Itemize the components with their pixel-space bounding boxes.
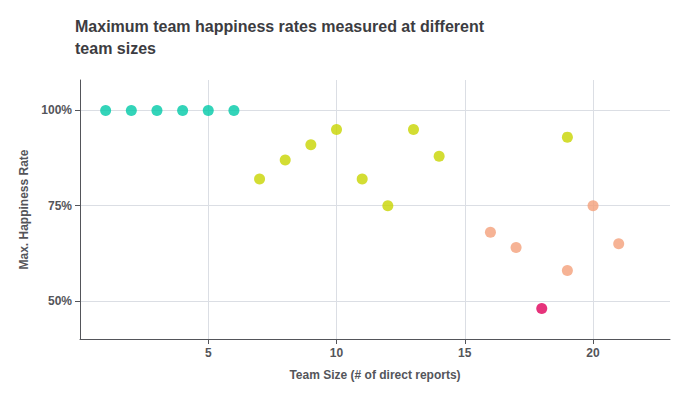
- svg-text:Team Size (# of direct reports: Team Size (# of direct reports): [289, 368, 460, 382]
- svg-text:10: 10: [330, 346, 344, 360]
- svg-text:100%: 100%: [41, 103, 72, 117]
- svg-text:50%: 50%: [48, 294, 72, 308]
- svg-text:5: 5: [205, 346, 212, 360]
- svg-text:20: 20: [586, 346, 600, 360]
- svg-text:Max. Happiness Rate: Max. Happiness Rate: [17, 149, 31, 269]
- svg-text:75%: 75%: [48, 199, 72, 213]
- svg-text:team sizes: team sizes: [75, 40, 156, 57]
- svg-text:Maximum team happiness rates m: Maximum team happiness rates measured at…: [75, 18, 485, 35]
- svg-text:15: 15: [458, 346, 472, 360]
